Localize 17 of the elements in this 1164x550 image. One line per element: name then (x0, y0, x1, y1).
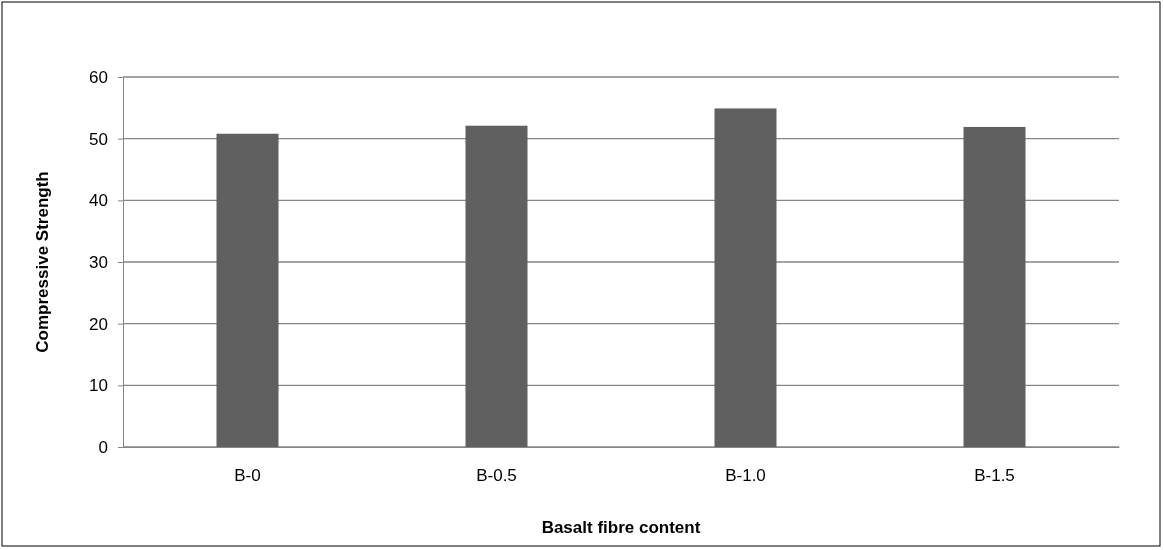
x-tick-label: B-0 (234, 466, 261, 486)
y-tick-label: 10 (89, 376, 108, 396)
x-tick-label: B-0.5 (476, 466, 517, 486)
x-axis-title: Basalt fibre content (541, 518, 701, 537)
bar (714, 108, 777, 447)
x-tick-label: B-1.5 (974, 466, 1015, 486)
bar (465, 125, 528, 447)
y-tick-label: 40 (89, 191, 108, 211)
x-tick-label: B-1.0 (725, 466, 766, 486)
y-tick-label: 50 (89, 129, 108, 149)
y-axis-title: Compressive Strength (33, 171, 52, 353)
y-tick-label: 20 (89, 314, 108, 334)
y-tick-label: 30 (89, 252, 108, 272)
bar (216, 133, 279, 447)
y-tick-label: 60 (89, 67, 108, 87)
bar (963, 126, 1026, 447)
y-tick-label: 0 (98, 437, 108, 457)
